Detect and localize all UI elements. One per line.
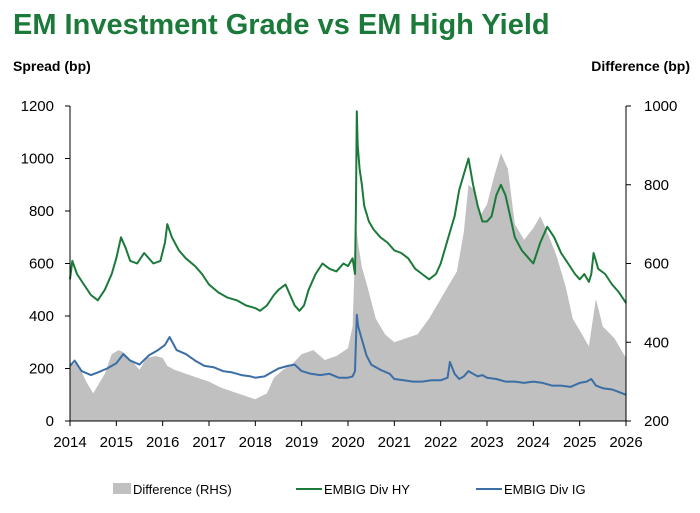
y-tick-label-left: 1200 bbox=[21, 98, 54, 115]
y-tick-label-left: 400 bbox=[29, 308, 54, 325]
y-tick-label-left: 600 bbox=[29, 256, 54, 273]
x-tick-label: 2023 bbox=[470, 434, 503, 451]
y-tick-label-left: 1000 bbox=[21, 151, 54, 168]
y-tick-label-left: 0 bbox=[46, 413, 54, 430]
x-tick-label: 2022 bbox=[424, 434, 457, 451]
x-tick-label: 2015 bbox=[100, 434, 133, 451]
series-line-ig bbox=[69, 313, 627, 396]
legend-swatch-difference bbox=[113, 483, 131, 494]
y-tick-label-left: 200 bbox=[29, 361, 54, 378]
x-tick-label: 2020 bbox=[331, 434, 364, 451]
y-tick-label-right: 400 bbox=[644, 334, 669, 351]
y-tick-label-left: 800 bbox=[29, 203, 54, 220]
series-area-difference bbox=[70, 153, 626, 422]
x-tick-label: 2021 bbox=[378, 434, 411, 451]
y-axis-right-title: Difference (bp) bbox=[591, 58, 690, 74]
x-tick-label: 2018 bbox=[239, 434, 272, 451]
chart-title: EM Investment Grade vs EM High Yield bbox=[13, 9, 550, 41]
legend-label: EMBIG Div HY bbox=[324, 482, 410, 497]
y-axis-left-title: Spread (bp) bbox=[13, 58, 91, 74]
x-tick-label: 2017 bbox=[192, 434, 225, 451]
series-line-hy bbox=[69, 110, 627, 312]
y-tick-label-right: 600 bbox=[644, 256, 669, 273]
x-tick-label: 2024 bbox=[517, 434, 550, 451]
y-tick-label-right: 800 bbox=[644, 177, 669, 194]
y-tick-label-right: 1000 bbox=[644, 98, 677, 115]
x-tick-label: 2016 bbox=[146, 434, 179, 451]
legend-label: Difference (RHS) bbox=[133, 482, 232, 497]
legend-label: EMBIG Div IG bbox=[504, 482, 586, 497]
x-tick-label: 2019 bbox=[285, 434, 318, 451]
x-tick-label: 2026 bbox=[609, 434, 642, 451]
y-tick-label-right: 200 bbox=[644, 413, 669, 430]
x-tick-label: 2025 bbox=[563, 434, 596, 451]
x-tick-label: 2014 bbox=[53, 434, 86, 451]
